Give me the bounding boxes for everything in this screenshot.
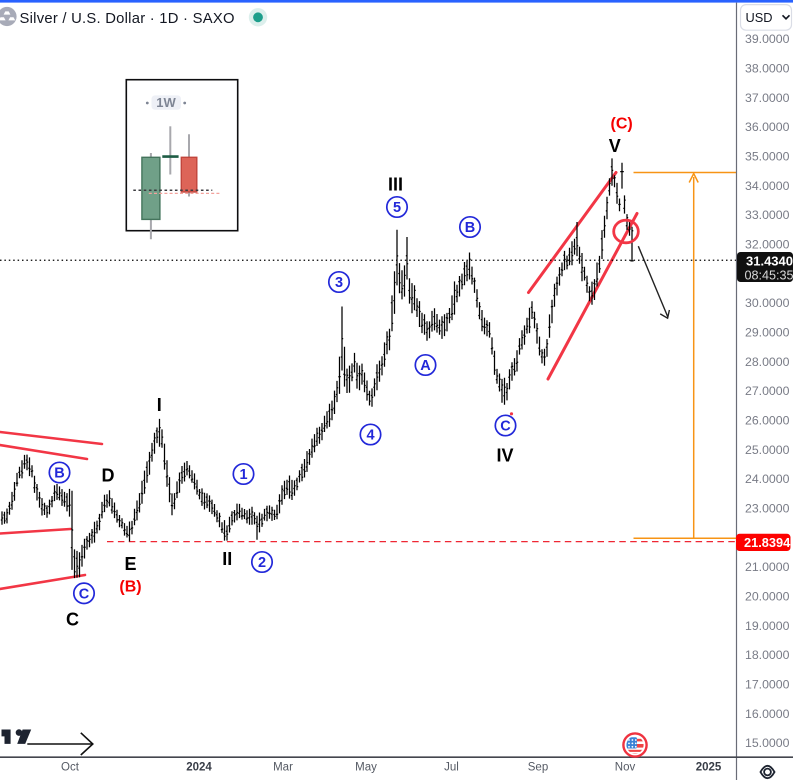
svg-text:Silver / U.S. Dollar · 1D · SA: Silver / U.S. Dollar · 1D · SAXO bbox=[20, 11, 235, 27]
svg-text:3: 3 bbox=[335, 275, 343, 291]
svg-text:C: C bbox=[79, 586, 90, 602]
svg-text:B: B bbox=[54, 466, 64, 482]
svg-text:27.0000: 27.0000 bbox=[745, 384, 790, 398]
svg-text:2: 2 bbox=[258, 555, 266, 571]
svg-text:2025: 2025 bbox=[696, 762, 722, 774]
svg-text:E: E bbox=[124, 554, 136, 574]
svg-text:B: B bbox=[465, 220, 475, 236]
svg-text:1: 1 bbox=[239, 467, 247, 483]
svg-text:15.0000: 15.0000 bbox=[745, 736, 790, 750]
svg-text:24.0000: 24.0000 bbox=[745, 472, 790, 486]
svg-text:May: May bbox=[355, 762, 377, 774]
svg-text:2024: 2024 bbox=[186, 762, 212, 774]
svg-text:(C): (C) bbox=[610, 116, 632, 133]
svg-text:30.0000: 30.0000 bbox=[745, 296, 790, 310]
svg-text:26.0000: 26.0000 bbox=[745, 414, 790, 428]
svg-text:20.0000: 20.0000 bbox=[745, 590, 790, 604]
svg-text:Oct: Oct bbox=[61, 762, 80, 774]
svg-text:V: V bbox=[609, 136, 621, 156]
svg-text:1W: 1W bbox=[156, 95, 176, 110]
svg-text:C: C bbox=[500, 419, 511, 435]
svg-text:32.0000: 32.0000 bbox=[745, 238, 790, 252]
svg-text:Nov: Nov bbox=[615, 762, 636, 774]
svg-text:19.0000: 19.0000 bbox=[745, 619, 790, 633]
svg-text:21.0000: 21.0000 bbox=[745, 560, 790, 574]
svg-text:Sep: Sep bbox=[528, 762, 548, 774]
svg-text:(B): (B) bbox=[119, 579, 141, 596]
svg-text:34.0000: 34.0000 bbox=[745, 179, 790, 193]
svg-text:A: A bbox=[420, 358, 431, 374]
svg-text:Mar: Mar bbox=[273, 762, 293, 774]
svg-text:D: D bbox=[102, 466, 115, 486]
svg-text:25.0000: 25.0000 bbox=[745, 443, 790, 457]
svg-text:23.0000: 23.0000 bbox=[745, 502, 790, 516]
svg-text:33.0000: 33.0000 bbox=[745, 208, 790, 222]
svg-text:5: 5 bbox=[393, 200, 401, 216]
svg-text:36.0000: 36.0000 bbox=[745, 120, 790, 134]
svg-text:I: I bbox=[157, 395, 162, 415]
svg-text:III: III bbox=[388, 175, 403, 195]
svg-text:35.0000: 35.0000 bbox=[745, 150, 790, 164]
svg-text:C: C bbox=[66, 610, 79, 630]
svg-text:17.0000: 17.0000 bbox=[745, 678, 790, 692]
svg-text:18.0000: 18.0000 bbox=[745, 648, 790, 662]
svg-text:38.0000: 38.0000 bbox=[745, 62, 790, 76]
svg-text:28.0000: 28.0000 bbox=[745, 355, 790, 369]
svg-text:II: II bbox=[222, 549, 232, 569]
svg-text:Jul: Jul bbox=[444, 762, 459, 774]
svg-text:16.0000: 16.0000 bbox=[745, 707, 790, 721]
svg-text:39.0000: 39.0000 bbox=[745, 32, 790, 46]
svg-text:21.8394: 21.8394 bbox=[744, 535, 791, 550]
svg-text:31.4340: 31.4340 bbox=[746, 254, 793, 269]
svg-text:4: 4 bbox=[366, 428, 374, 444]
svg-text:08:45:35: 08:45:35 bbox=[745, 269, 793, 283]
svg-text:29.0000: 29.0000 bbox=[745, 326, 790, 340]
svg-text:USD: USD bbox=[746, 10, 773, 25]
svg-text:IV: IV bbox=[496, 446, 513, 466]
svg-text:37.0000: 37.0000 bbox=[745, 91, 790, 105]
